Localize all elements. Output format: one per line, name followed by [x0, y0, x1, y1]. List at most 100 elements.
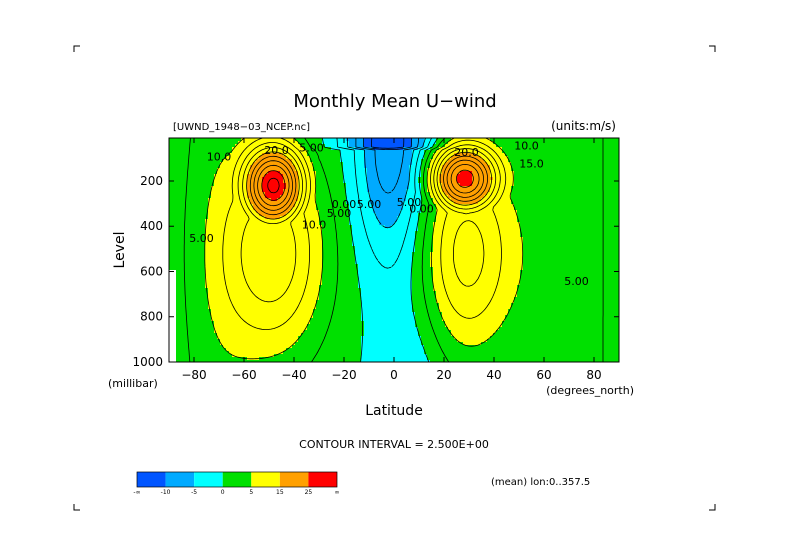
contour-fill-cell — [328, 159, 332, 163]
contour-fill-cell — [361, 144, 365, 148]
contour-fill-cell — [475, 219, 479, 223]
contour-fill-cell — [400, 183, 404, 187]
contour-fill-cell — [475, 186, 479, 190]
contour-fill-cell — [382, 141, 386, 145]
contour-fill-cell — [382, 174, 386, 178]
contour-fill-cell — [319, 189, 323, 193]
contour-fill-cell — [199, 150, 203, 154]
contour-fill-cell — [229, 213, 233, 217]
contour-fill-cell — [457, 186, 461, 190]
contour-fill-cell — [220, 204, 224, 208]
contour-fill-cell — [607, 219, 611, 223]
contour-fill-cell — [301, 198, 305, 202]
contour-fill-cell — [589, 219, 593, 223]
contour-fill-cell — [223, 177, 227, 181]
contour-fill-cell — [271, 192, 275, 196]
contour-fill-cell — [295, 234, 299, 238]
contour-fill-cell — [595, 147, 599, 151]
contour-fill-cell — [604, 165, 608, 169]
contour-fill-cell — [592, 192, 596, 196]
contour-fill-cell — [226, 222, 230, 226]
contour-fill-cell — [271, 183, 275, 187]
contour-fill-cell — [427, 144, 431, 148]
contour-fill-cell — [274, 192, 278, 196]
contour-fill-cell — [298, 204, 302, 208]
contour-fill-cell — [322, 192, 326, 196]
contour-fill-cell — [571, 222, 575, 226]
contour-fill-cell — [508, 183, 512, 187]
contour-fill-cell — [397, 141, 401, 145]
contour-fill-cell — [184, 189, 188, 193]
contour-fill-cell — [340, 150, 344, 154]
contour-fill-cell — [544, 231, 548, 235]
contour-fill-cell — [586, 201, 590, 205]
contour-fill-cell — [571, 183, 575, 187]
contour-fill-cell — [241, 165, 245, 169]
contour-fill-cell — [400, 159, 404, 163]
contour-fill-cell — [349, 198, 353, 202]
contour-fill-cell — [613, 144, 617, 148]
contour-fill-cell — [205, 162, 209, 166]
contour-fill-cell — [610, 138, 614, 142]
contour-fill-cell — [178, 216, 182, 220]
contour-fill-cell — [538, 198, 542, 202]
contour-fill-cell — [445, 183, 449, 187]
contour-fill-cell — [187, 174, 191, 178]
contour-fill-cell — [457, 159, 461, 163]
contour-fill-cell — [565, 219, 569, 223]
contour-fill-cell — [295, 159, 299, 163]
contour-fill-cell — [610, 183, 614, 187]
contour-fill-cell — [463, 210, 467, 214]
contour-fill-cell — [433, 201, 437, 205]
contour-fill-cell — [481, 156, 485, 160]
contour-fill-cell — [430, 144, 434, 148]
contour-fill-cell — [517, 222, 521, 226]
contour-fill-cell — [544, 192, 548, 196]
contour-fill-cell — [541, 213, 545, 217]
contour-fill-cell — [430, 213, 434, 217]
contour-fill-cell — [466, 156, 470, 160]
contour-fill-cell — [265, 234, 269, 238]
contour-fill-cell — [274, 165, 278, 169]
contour-fill-cell — [466, 234, 470, 238]
contour-fill-cell — [562, 195, 566, 199]
contour-fill-cell — [406, 183, 410, 187]
contour-fill-cell — [193, 222, 197, 226]
contour-fill-cell — [475, 183, 479, 187]
contour-fill-cell — [199, 237, 203, 241]
contour-fill-cell — [289, 186, 293, 190]
contour-fill-cell — [409, 171, 413, 175]
contour-fill-cell — [541, 228, 545, 232]
contour-fill-cell — [337, 138, 341, 142]
contour-fill-cell — [253, 174, 257, 178]
contour-fill-cell — [250, 216, 254, 220]
contour-fill-cell — [556, 177, 560, 181]
contour-fill-cell — [463, 138, 467, 142]
contour-fill-cell — [346, 153, 350, 157]
contour-fill-cell — [574, 231, 578, 235]
contour-fill-cell — [196, 141, 200, 145]
contour-fill-cell — [442, 201, 446, 205]
contour-fill-cell — [337, 150, 341, 154]
contour-fill-cell — [412, 222, 416, 226]
contour-fill-cell — [463, 153, 467, 157]
contour-fill-cell — [496, 186, 500, 190]
contour-fill-cell — [427, 195, 431, 199]
contour-fill-cell — [466, 162, 470, 166]
contour-fill-cell — [172, 147, 176, 151]
contour-fill-cell — [187, 228, 191, 232]
contour-fill-cell — [457, 165, 461, 169]
contour-fill-cell — [379, 201, 383, 205]
contour-fill-cell — [400, 192, 404, 196]
contour-fill-cell — [541, 162, 545, 166]
contour-fill-cell — [583, 186, 587, 190]
contour-fill-cell — [340, 216, 344, 220]
contour-fill-cell — [226, 189, 230, 193]
contour-fill-cell — [256, 219, 260, 223]
contour-fill-cell — [235, 204, 239, 208]
contour-fill-cell — [499, 198, 503, 202]
contour-fill-cell — [484, 150, 488, 154]
contour-fill-cell — [289, 213, 293, 217]
contour-fill-cell — [562, 147, 566, 151]
contour-fill-cell — [355, 162, 359, 166]
